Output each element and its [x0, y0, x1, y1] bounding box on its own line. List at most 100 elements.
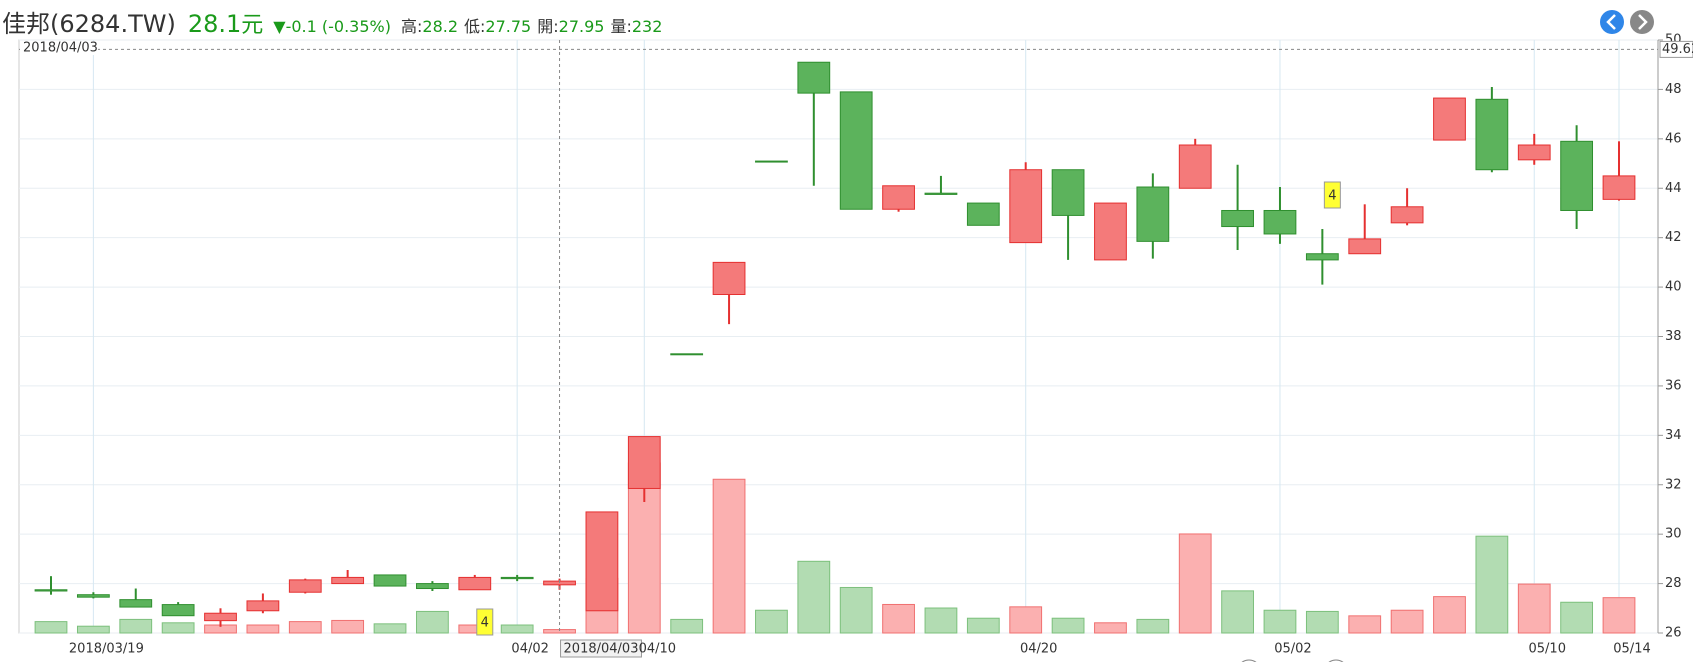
candle-body: [755, 160, 788, 163]
candle-body: [1433, 97, 1466, 141]
volume-bar: [670, 618, 704, 634]
candle-body: [585, 511, 619, 612]
stat-label: 高:: [400, 17, 423, 36]
stat-value: 27.95: [558, 17, 605, 36]
volume-bar: [1305, 610, 1339, 634]
y-tick-label: 28: [1665, 576, 1682, 591]
candle-body: [882, 185, 915, 210]
price-change: ▼-0.1 (-0.35%): [273, 17, 391, 36]
candle-body: [1051, 169, 1085, 216]
event-marker-label: 4: [481, 616, 489, 631]
candle-body: [1475, 98, 1509, 171]
x-tick-label: 05/14: [1613, 642, 1650, 657]
scroll-handle[interactable]: [1237, 659, 1261, 662]
volume-bar: [1560, 601, 1594, 634]
stat-label: 開:: [537, 17, 559, 36]
candle-body: [119, 599, 153, 608]
y-tick-label: 40: [1665, 280, 1682, 295]
volume-bar: [1009, 606, 1043, 634]
stat-label: 量:: [610, 17, 632, 36]
candle-body: [204, 612, 237, 622]
candle-body: [1263, 209, 1297, 235]
crosshair-price: 49.62: [1662, 42, 1693, 57]
candle-body: [331, 576, 365, 585]
candle-body: [966, 202, 1000, 226]
y-tick-label: 46: [1665, 131, 1682, 146]
candle-body: [34, 589, 68, 592]
volume-bar: [966, 617, 1000, 634]
volume-bar: [161, 622, 195, 634]
volume-bar: [1136, 618, 1170, 634]
candle-body: [670, 353, 704, 356]
price: 28.1: [187, 10, 242, 38]
volume-bar: [1178, 533, 1212, 634]
volume-bar: [331, 619, 365, 634]
volume-bar: [246, 624, 280, 634]
volume-bar: [755, 609, 788, 634]
event-marker: [476, 608, 494, 636]
nav-prev[interactable]: [1600, 10, 1624, 34]
candle-body: [161, 604, 195, 617]
candle-body: [1390, 206, 1424, 224]
candle-body: [1560, 140, 1594, 211]
volume-bar: [416, 610, 449, 634]
x-tick-label: 04/02: [511, 642, 548, 657]
scroll-handle[interactable]: [1324, 659, 1348, 662]
volume-bar: [839, 586, 873, 634]
x-tick-label: 2018/03/19: [69, 642, 144, 657]
candle-body: [1305, 253, 1339, 261]
candle-body: [1602, 175, 1636, 200]
y-tick-label: 30: [1665, 527, 1682, 542]
candle-body: [1009, 169, 1043, 244]
candle-body: [1517, 144, 1551, 161]
y-tick-label: 48: [1665, 82, 1682, 97]
candle-body: [797, 61, 831, 94]
candle-body: [712, 261, 746, 295]
crosshair-price-box: [1659, 40, 1693, 58]
volume-bar: [882, 603, 915, 634]
volume-bar: [1602, 597, 1636, 634]
volume-bar: [288, 621, 322, 634]
price-unit: 元: [241, 13, 264, 38]
y-tick-label: 38: [1665, 329, 1682, 344]
candle-body: [500, 576, 534, 580]
crosshair-date-box: [20, 41, 98, 55]
x-tick-label: 04/20: [1020, 642, 1057, 657]
y-tick-label: 42: [1665, 230, 1682, 245]
volume-bar: [373, 623, 407, 634]
candle-body: [1221, 209, 1254, 228]
candle-body: [76, 594, 110, 598]
candle-body: [1178, 144, 1212, 189]
quote-header: 佳邦(6284.TW) 28.1 元 ▼-0.1 (-0.35%) 高: 28.2…: [2, 4, 668, 38]
volume-bar: [1051, 617, 1085, 634]
candle-body: [373, 574, 407, 587]
volume-bar: [712, 478, 746, 634]
volume-bar: [1517, 583, 1551, 634]
stat-value: 27.75: [485, 17, 532, 36]
candle-body: [1348, 238, 1382, 255]
crosshair-date: 2018/04/03: [23, 41, 98, 56]
event-marker: [1323, 181, 1341, 209]
volume-bar: [500, 624, 534, 634]
candle-body: [246, 600, 280, 612]
x-tick-label: 05/02: [1274, 642, 1311, 657]
x-tick-label: 05/10: [1529, 642, 1566, 657]
candle-body: [1094, 202, 1127, 261]
candle-body: [924, 192, 958, 195]
y-tick-label: 36: [1665, 378, 1682, 393]
candle-body: [458, 576, 492, 591]
stat-value: 28.2: [422, 17, 459, 36]
nav-next[interactable]: [1630, 10, 1654, 34]
candle-body: [288, 579, 322, 593]
y-tick-label: 44: [1665, 181, 1682, 196]
volume-bar: [119, 618, 153, 634]
candle-body: [839, 91, 873, 210]
volume-bar: [1348, 615, 1382, 634]
volume-bar: [797, 560, 831, 634]
volume-bar: [1094, 622, 1127, 634]
stat-value: 232: [631, 17, 663, 36]
event-marker-label: 4: [1328, 189, 1336, 204]
x-tick-label: 2018/04/03: [564, 642, 639, 657]
